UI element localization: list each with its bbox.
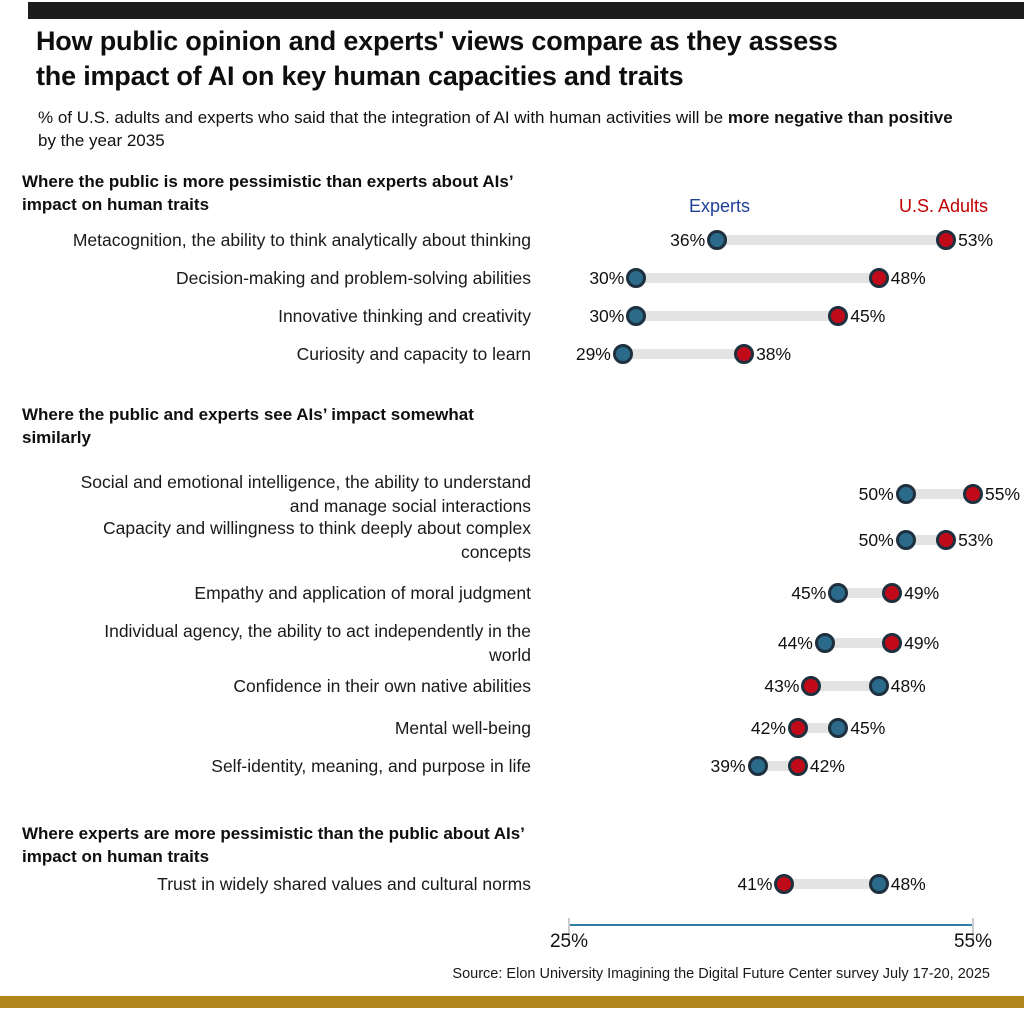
section-header-experts-pessimistic: Where experts are more pessimistic than … [22,824,525,866]
adults-dot [936,230,957,250]
value-label-right: 38% [756,344,792,364]
value-label-right: 45% [850,718,886,738]
row-label: Social and emotional intelligence, the a… [80,472,531,516]
experts-dot [626,268,647,288]
legend-us-adults: U.S. Adults [899,196,989,216]
value-label-right: 49% [904,633,940,653]
value-label-left: 30% [589,306,625,326]
dumbbell-connector [905,489,973,499]
value-label-left: 41% [737,874,773,894]
dumbbell-connector [905,535,947,545]
experts-dot [868,874,889,894]
adults-dot [787,718,808,738]
value-label-right: 42% [809,756,845,776]
adults-dot [882,633,903,653]
value-label-right: 53% [958,230,994,250]
subtitle-bold: more negative than positive [727,108,953,127]
experts-dot [828,718,849,738]
x-axis-label-max: 55% [953,931,993,952]
legend-experts: Experts [689,196,751,216]
row-label: Capacity and willingness to think deeply… [102,518,531,562]
page-subtitle: % of U.S. adults and experts who said th… [38,106,963,152]
subtitle-prefix: % of U.S. adults and experts who said th… [38,108,728,127]
value-label-right: 45% [850,306,886,326]
value-label-left: 42% [750,718,786,738]
x-axis-tick-max [972,918,974,940]
row-label: Self-identity, meaning, and purpose in l… [211,756,531,776]
source-note: Source: Elon University Imagining the Di… [452,966,990,982]
value-label-left: 30% [589,268,625,288]
experts-dot [707,230,728,250]
dumbbell-connector [824,638,893,648]
section-header-public-pessimistic: Where the public is more pessimistic tha… [22,172,514,214]
x-axis-label-min: 25% [549,931,589,952]
x-axis-tick-min [568,918,570,940]
value-label-left: 50% [858,530,894,550]
subtitle-suffix: by the year 2035 [38,131,165,150]
value-label-right: 55% [985,484,1021,504]
value-label-right: 48% [890,676,926,696]
row-label: Confidence in their own native abilities [233,676,531,696]
value-label-left: 45% [791,583,827,603]
dumbbell-connector [757,761,798,771]
x-axis-line [569,924,973,926]
row-label: Innovative thinking and creativity [278,306,531,326]
dumbbell-connector [784,879,879,889]
value-label-right: 48% [890,874,926,894]
value-label-left: 29% [575,344,611,364]
row-label: Trust in widely shared values and cultur… [157,874,531,894]
row-label: Decision-making and problem-solving abil… [175,268,531,288]
experts-dot [612,344,633,364]
dumbbell-connector [622,349,745,359]
experts-dot [626,306,647,326]
row-label: Empathy and application of moral judgmen… [194,583,531,603]
row-label: Metacognition, the ability to think anal… [72,230,531,250]
adults-dot [882,583,903,603]
bottom-accent-bar [0,996,1024,1008]
value-label-left: 44% [777,633,813,653]
experts-dot [814,633,835,653]
adults-dot [963,484,983,504]
adults-dot [828,306,849,326]
experts-dot [895,530,916,550]
experts-dot [747,756,768,776]
adults-dot [787,756,808,776]
adults-dot [801,676,822,696]
value-label-right: 48% [890,268,926,288]
dumbbell-connector [636,273,879,283]
value-label-left: 43% [764,676,800,696]
adults-dot [774,874,795,894]
dumbbell-connector [636,311,839,321]
experts-dot [828,583,849,603]
page-title-line2: the impact of AI on key human capacities… [36,61,684,91]
value-label-left: 36% [670,230,706,250]
row-label: Curiosity and capacity to learn [296,344,531,364]
row-label: Mental well-being [394,718,531,738]
page-title-line1: How public opinion and experts' views co… [36,26,838,56]
dumbbell-connector [811,681,879,691]
dumbbell-connector [797,723,839,733]
adults-dot [936,530,957,550]
value-label-left: 39% [710,756,746,776]
row-label: Individual agency, the ability to act in… [104,621,531,665]
dumbbell-connector [838,588,893,598]
section-header-similar-views: Where the public and experts see AIs’ im… [22,405,474,447]
adults-dot [868,268,889,288]
value-label-right: 49% [904,583,940,603]
value-label-right: 53% [958,530,994,550]
experts-dot [868,676,889,696]
adults-dot [734,344,755,364]
dumbbell-connector [717,235,947,245]
top-accent-bar [28,2,1024,19]
value-label-left: 50% [858,484,894,504]
experts-dot [895,484,916,504]
